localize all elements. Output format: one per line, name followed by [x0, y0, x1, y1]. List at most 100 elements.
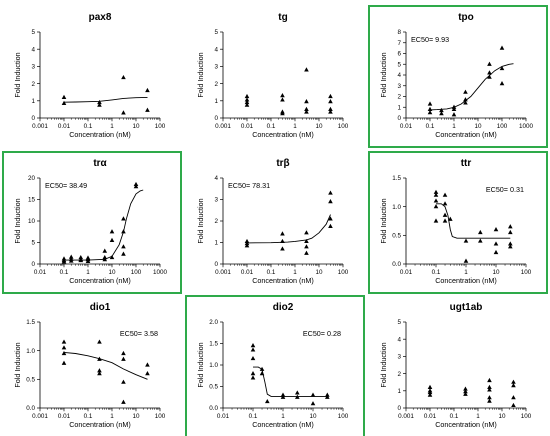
data-point [511, 402, 516, 408]
y-tick-label: 4 [397, 336, 401, 343]
data-point [121, 229, 126, 234]
data-point [250, 371, 256, 376]
y-tick-label: 5 [214, 29, 218, 36]
data-point [121, 216, 126, 221]
y-tick-label: 0.5 [209, 384, 218, 391]
data-point [328, 93, 333, 99]
x-tick-label: 10 [132, 413, 140, 420]
data-point [499, 65, 505, 71]
data-point [280, 111, 285, 116]
data-point [463, 391, 468, 396]
highlight-border [368, 5, 548, 148]
data-point [433, 189, 439, 194]
y-axis-label: Fold Induction [379, 52, 388, 97]
data-point [508, 229, 513, 235]
data-point [244, 102, 250, 107]
data-point [511, 379, 516, 384]
data-point [145, 371, 150, 376]
x-tick-label: 100 [131, 269, 142, 276]
panel-pax8: pax8 0 1 2 3 4 5 0.001 0.01 0.1 1 10 100 Concentratio… [13, 12, 166, 139]
fit-curve [63, 351, 148, 380]
data-point [487, 74, 492, 79]
data-point [487, 61, 492, 66]
data-point [493, 249, 499, 255]
fit-curve [246, 214, 331, 244]
data-point [109, 237, 115, 242]
y-tick-label: 3 [214, 197, 218, 204]
x-tick-label: 1 [293, 269, 297, 276]
data-point [61, 100, 67, 105]
x-axis-label: Concentration (nM) [252, 276, 314, 285]
data-point [259, 366, 265, 371]
y-tick-label: 10 [28, 218, 36, 225]
data-point [250, 355, 256, 361]
y-axis-label: Fold Induction [379, 342, 388, 387]
y-tick-label: 0 [397, 405, 401, 412]
fit-curve [63, 96, 148, 103]
panel-title: ttr [461, 158, 472, 169]
data-point [97, 371, 102, 376]
data-point [145, 107, 150, 112]
data-point [61, 350, 67, 356]
data-point [463, 389, 468, 394]
panel-title: tg [278, 12, 287, 23]
x-tick-label: 0.1 [267, 269, 276, 276]
y-tick-label: 2.0 [209, 319, 218, 326]
y-tick-label: 1 [214, 240, 218, 247]
data-point [442, 201, 448, 206]
data-point [487, 387, 492, 392]
y-tick-label: 0.0 [26, 405, 35, 412]
data-point [109, 254, 115, 260]
data-point [310, 401, 316, 406]
data-point [250, 347, 256, 352]
y-axis-label: Fold Induction [13, 198, 22, 243]
data-point [97, 339, 102, 344]
x-tick-label: 10 [315, 269, 323, 276]
y-axis-label: Fold Induction [196, 342, 205, 387]
data-point [61, 94, 67, 99]
x-axis-label: Concentration (nM) [69, 420, 131, 429]
data-point [304, 106, 309, 111]
x-tick-label: 10 [492, 269, 500, 276]
data-point [102, 254, 108, 260]
y-axis-label: Fold Induction [379, 198, 388, 243]
y-axis-label: Fold Induction [13, 52, 22, 97]
ec50-annotation: EC50= 0.28 [303, 329, 341, 338]
x-tick-label: 0.1 [426, 123, 435, 130]
data-point [280, 238, 285, 244]
data-point [463, 238, 469, 243]
data-point [295, 394, 300, 399]
data-point [310, 392, 316, 397]
data-point [78, 254, 84, 260]
data-point [121, 251, 126, 256]
data-point [487, 70, 492, 75]
x-tick-label: 0.01 [400, 123, 413, 130]
data-point [133, 181, 139, 187]
y-tick-label: 1.0 [392, 204, 401, 211]
data-point [439, 107, 444, 113]
y-tick-label: 0.0 [392, 261, 401, 268]
data-point [102, 248, 108, 253]
data-point [102, 257, 108, 262]
data-point [280, 97, 285, 102]
fit-curve [436, 203, 511, 239]
x-tick-label: 0.001 [398, 413, 414, 420]
x-tick-label: 10 [498, 413, 506, 420]
x-tick-label: 10 [474, 123, 482, 130]
y-tick-label: 1.5 [209, 341, 218, 348]
data-point [121, 356, 126, 361]
data-point [493, 227, 499, 232]
data-point [463, 258, 469, 263]
data-point [439, 111, 444, 116]
data-point [463, 89, 468, 94]
x-tick-label: 1 [464, 269, 468, 276]
x-tick-label: 0.01 [424, 413, 437, 420]
panel-tpo: tpo 0 1 2 3 4 5 6 7 8 0.01 0.1 1 10 100 1000 Concentrati… [368, 5, 548, 148]
data-point [508, 224, 513, 229]
data-point [244, 238, 250, 244]
data-point [259, 371, 265, 376]
data-point [325, 394, 330, 399]
data-point [280, 93, 285, 98]
data-point [478, 238, 483, 243]
